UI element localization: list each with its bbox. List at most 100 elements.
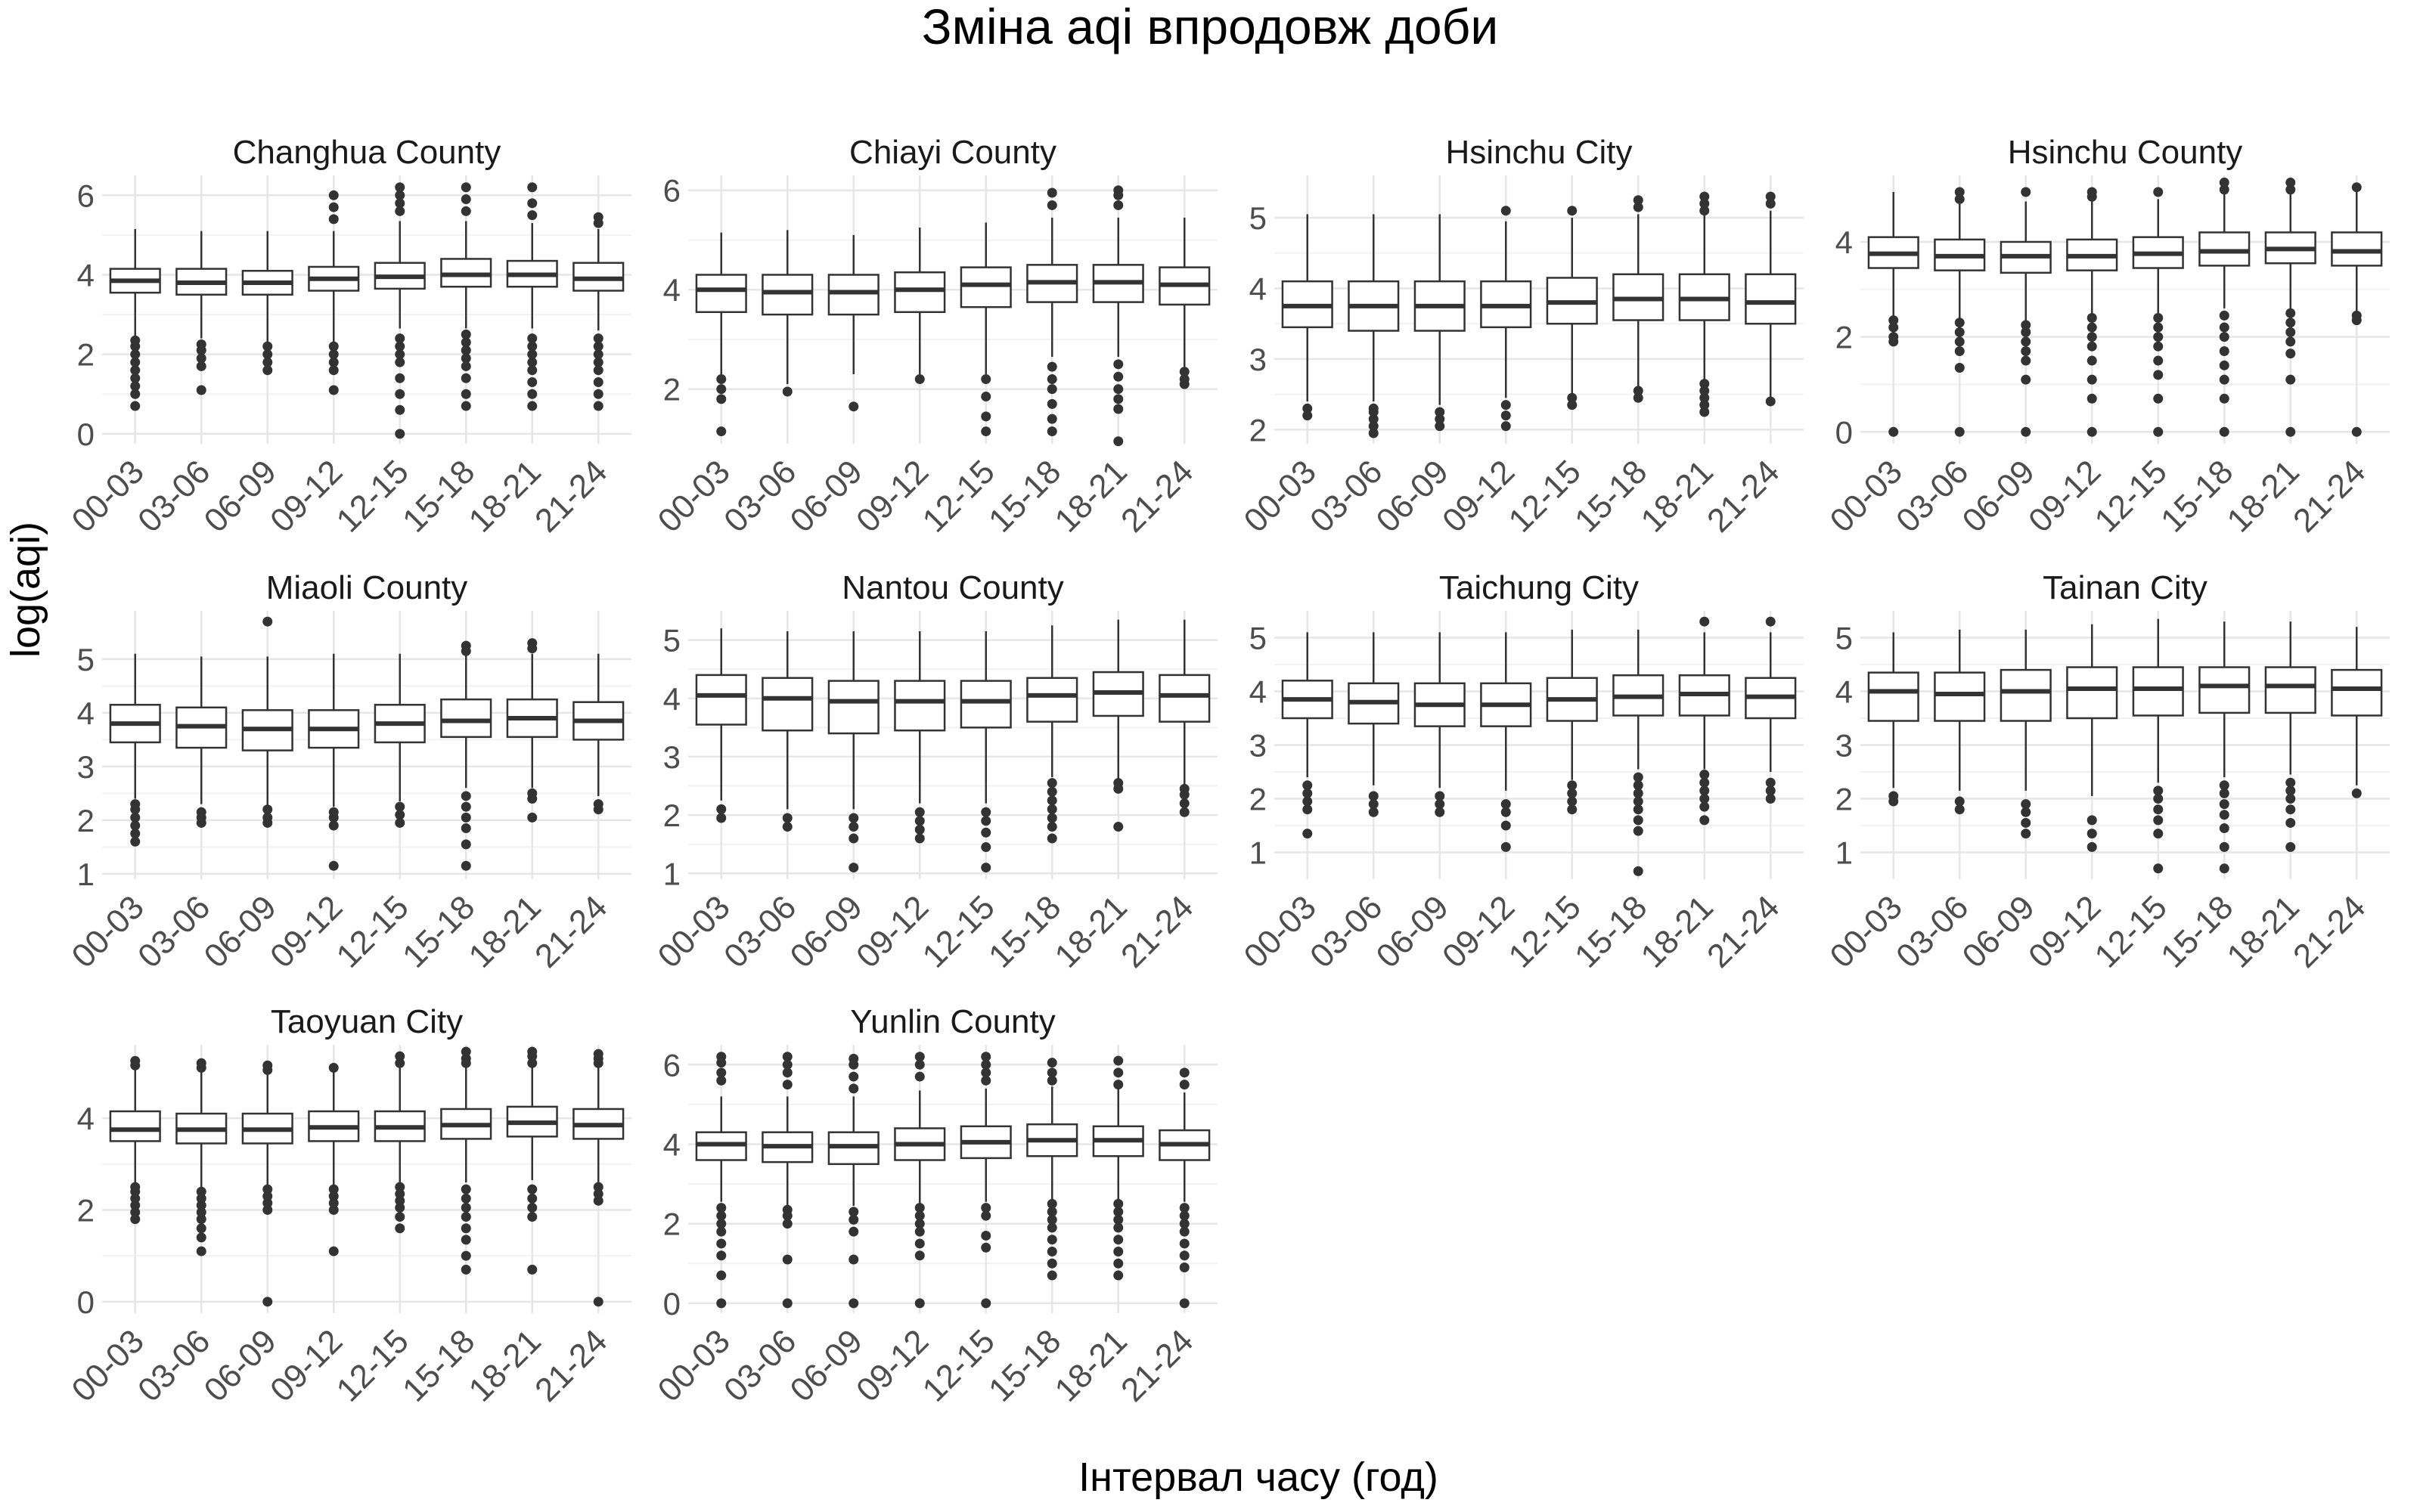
outlier-point	[1302, 804, 1313, 815]
outlier-point	[527, 349, 538, 360]
outlier-point	[716, 1238, 727, 1249]
outlier-point	[914, 816, 925, 826]
outlier-point	[2153, 426, 2164, 437]
x-axis-label: Інтервал часу (год)	[1078, 1455, 1438, 1500]
box-iqr	[762, 274, 814, 316]
box-00-03	[1281, 214, 1333, 421]
outlier-point	[262, 804, 273, 815]
outlier-point	[1179, 798, 1190, 809]
outlier-point	[1179, 1263, 1190, 1273]
outlier-point	[1113, 1258, 1124, 1269]
outlier-point	[2285, 184, 2296, 195]
outlier-point	[849, 822, 859, 832]
outlier-point	[130, 836, 141, 847]
box-00-03	[109, 653, 161, 847]
outlier-point	[1047, 795, 1057, 806]
outlier-point	[527, 1212, 538, 1222]
outlier-point	[981, 816, 991, 826]
box-18-21	[506, 182, 558, 411]
outlier-point	[2021, 355, 2031, 366]
outlier-point	[1699, 407, 1710, 417]
outlier-point	[1500, 400, 1511, 411]
outlier-point	[2153, 370, 2164, 380]
y-tick-label: 0	[77, 1284, 95, 1320]
outlier-point	[716, 1219, 727, 1229]
outlier-point	[461, 361, 471, 371]
outlier-point	[461, 337, 471, 348]
box-21-24	[1745, 191, 1797, 407]
outlier-point	[395, 190, 405, 200]
outlier-point	[328, 1198, 339, 1208]
outlier-point	[130, 1055, 141, 1066]
box-21-24	[1745, 616, 1797, 804]
outlier-point	[196, 1058, 206, 1068]
outlier-point	[2219, 184, 2229, 195]
outlier-point	[461, 1193, 471, 1204]
outlier-point	[593, 1195, 603, 1206]
box-iqr	[960, 266, 1012, 308]
outlier-point	[1113, 1222, 1124, 1233]
outlier-point	[1047, 786, 1057, 797]
outlier-point	[1113, 359, 1124, 370]
box-15-18	[2198, 621, 2251, 874]
outlier-point	[1302, 788, 1313, 798]
outlier-point	[716, 1298, 727, 1309]
outlier-point	[981, 1203, 991, 1213]
outlier-point	[395, 349, 405, 360]
outlier-point	[981, 1067, 991, 1078]
outlier-point	[981, 1059, 991, 1070]
outlier-point	[1888, 315, 1899, 326]
y-tick-label: 4	[663, 1126, 681, 1162]
outlier-point	[1954, 336, 1965, 347]
outlier-point	[782, 1052, 793, 1062]
outlier-point	[2086, 332, 2097, 342]
outlier-point	[2285, 841, 2296, 852]
outlier-point	[849, 1214, 859, 1225]
outlier-point	[716, 1210, 727, 1221]
box-00-03	[109, 229, 161, 411]
outlier-point	[1047, 804, 1057, 814]
outlier-point	[1368, 799, 1379, 810]
y-tick-label: 0	[77, 417, 95, 452]
box-iqr	[109, 1110, 161, 1142]
box-12-15	[374, 653, 426, 828]
outlier-point	[2153, 187, 2164, 197]
outlier-point	[981, 1242, 991, 1253]
outlier-point	[716, 394, 727, 404]
box-03-06	[762, 1052, 814, 1309]
outlier-point	[981, 411, 991, 422]
outlier-point	[593, 212, 603, 222]
outlier-point	[593, 1049, 603, 1059]
outlier-point	[2086, 393, 2097, 404]
box-12-15	[1546, 629, 1598, 815]
outlier-point	[2219, 823, 2229, 834]
outlier-point	[130, 335, 141, 345]
box-03-06	[175, 656, 228, 828]
y-tick-label: 4	[1249, 271, 1267, 306]
outlier-point	[716, 1067, 727, 1078]
outlier-point	[1954, 194, 1965, 204]
box-00-03	[1867, 191, 1919, 437]
outlier-point	[328, 1204, 339, 1215]
y-tick-label: 4	[1835, 225, 1853, 260]
outlier-point	[527, 1193, 538, 1204]
outlier-point	[196, 1232, 206, 1243]
outlier-point	[1633, 815, 1643, 826]
box-21-24	[2331, 182, 2383, 437]
outlier-point	[2021, 817, 2031, 828]
outlier-point	[1633, 386, 1643, 396]
outlier-point	[1113, 404, 1124, 414]
outlier-point	[395, 1188, 405, 1199]
outlier-point	[130, 357, 141, 367]
outlier-point	[461, 791, 471, 801]
outlier-point	[527, 638, 538, 649]
outlier-point	[914, 374, 925, 385]
outlier-point	[1633, 195, 1643, 206]
box-21-24	[1159, 619, 1211, 817]
outlier-point	[849, 863, 859, 873]
box-09-12	[1480, 632, 1532, 852]
outlier-point	[262, 1060, 273, 1070]
outlier-point	[328, 202, 339, 212]
outlier-point	[196, 385, 206, 395]
outlier-point	[1633, 804, 1643, 815]
